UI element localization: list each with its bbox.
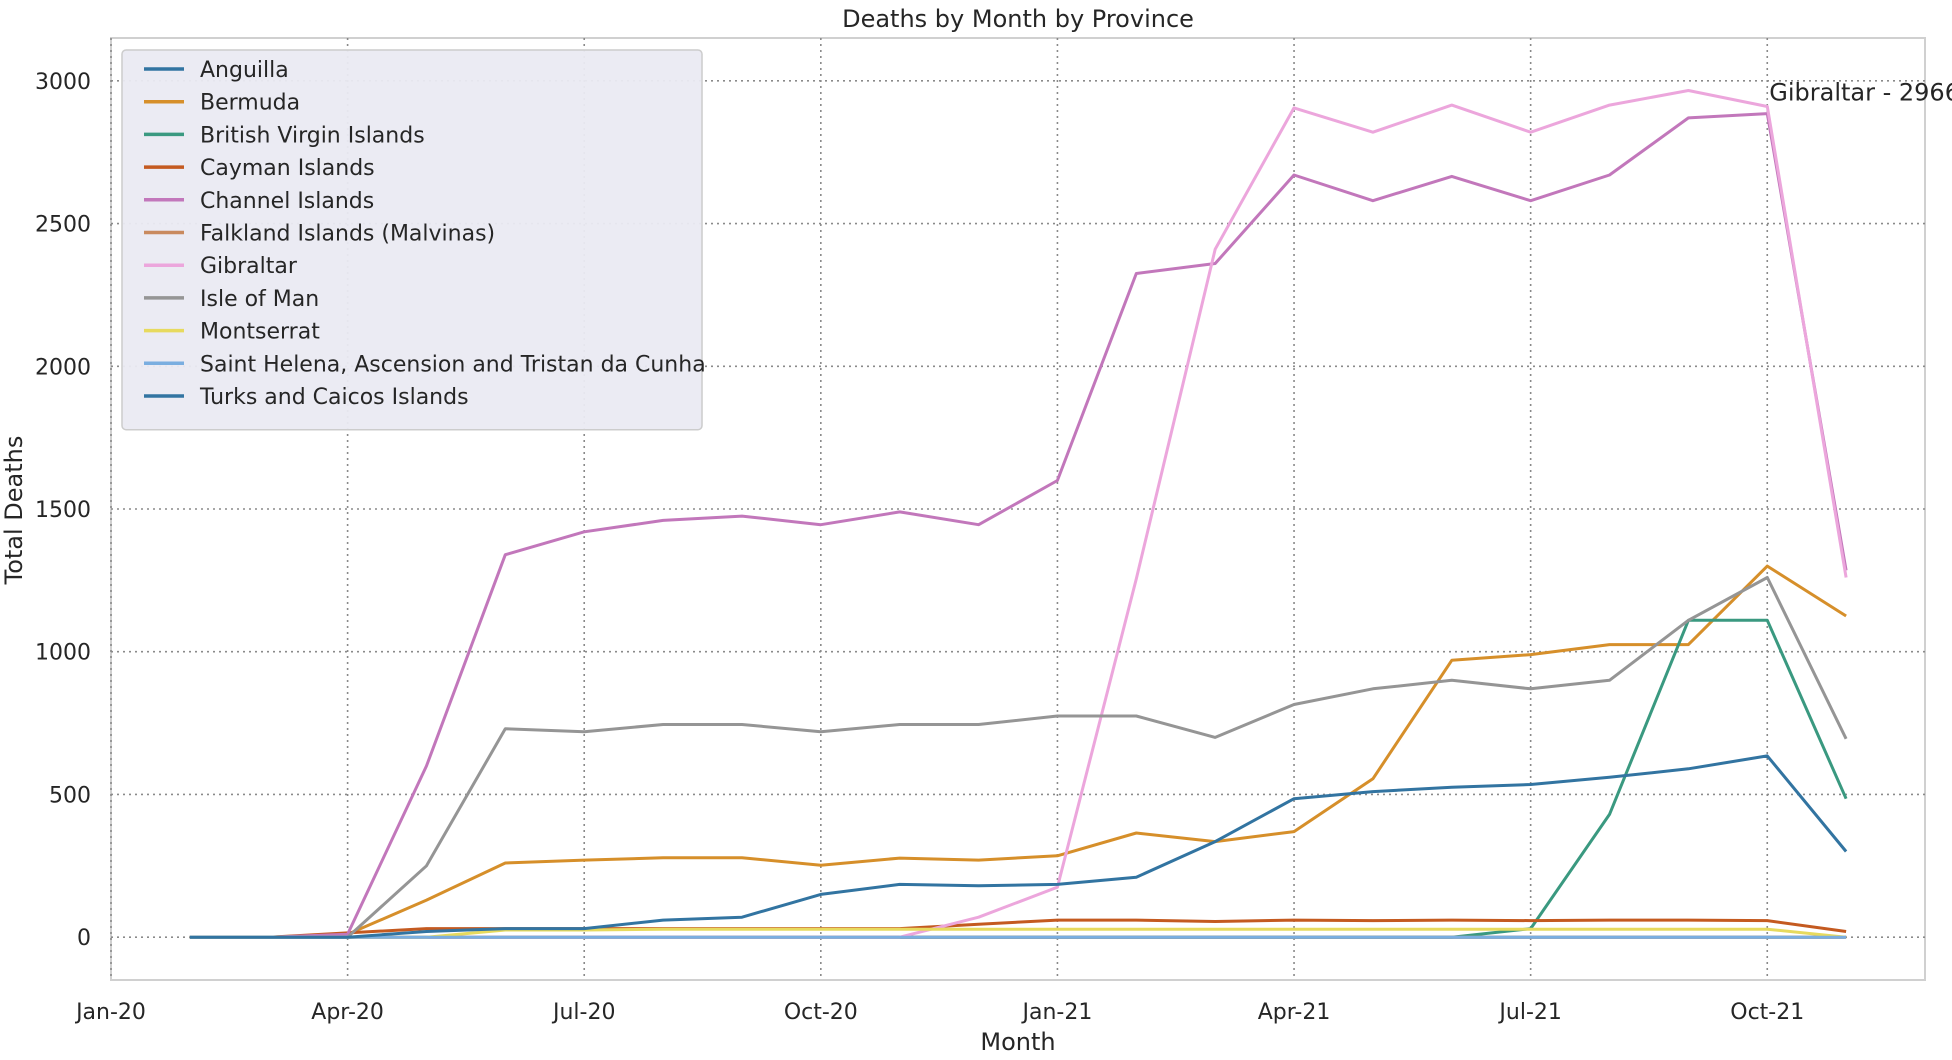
- series-line: [189, 927, 1847, 939]
- chart-title: Deaths by Month by Province: [842, 5, 1194, 33]
- x-tick-label: Jan-20: [74, 1000, 146, 1025]
- y-tick-label: 2000: [35, 355, 91, 380]
- legend-label: Montserrat: [200, 320, 320, 345]
- legend-label: British Virgin Islands: [200, 123, 425, 148]
- x-tick-label: Jan-21: [1021, 1000, 1093, 1025]
- legend-box: [121, 49, 703, 431]
- legend-label: Gibraltar: [200, 254, 298, 279]
- series-line: [189, 564, 1847, 939]
- y-tick-label: 1000: [35, 641, 91, 666]
- y-tick-label: 0: [77, 926, 91, 951]
- x-tick-label: Apr-21: [1258, 1000, 1331, 1025]
- series-line: [189, 754, 1848, 939]
- y-tick-label: 1500: [35, 498, 91, 523]
- y-axis-label: Total Deaths: [0, 436, 28, 586]
- legend-label: Channel Islands: [200, 189, 374, 214]
- legend-label: Bermuda: [200, 91, 300, 116]
- x-axis-label: Month: [980, 1028, 1055, 1056]
- annotation-label: Gibraltar - 2966: [1769, 79, 1952, 107]
- axis-ticks: Jan-20 Apr-20 Jul-20 Oct-20 Jan-21 Apr-21 Jul-…: [35, 70, 1804, 1025]
- legend-label: Turks and Caicos Islands: [199, 385, 469, 410]
- legend: Anguilla Bermuda British Virgin Islands Cay…: [121, 49, 706, 431]
- x-tick-label: Apr-20: [311, 1000, 384, 1025]
- x-tick-label: Oct-21: [1730, 1000, 1804, 1025]
- y-tick-label: 3000: [35, 70, 91, 95]
- x-tick-label: Oct-20: [784, 1000, 858, 1025]
- series-lines: [189, 89, 1848, 939]
- x-tick-label: Jul-21: [1497, 1000, 1561, 1025]
- y-tick-label: 2500: [35, 213, 91, 238]
- annotations: Gibraltar - 2966: [1769, 79, 1952, 107]
- legend-label: Cayman Islands: [200, 156, 375, 181]
- series-line: [189, 576, 1848, 939]
- legend-label: Falkland Islands (Malvinas): [200, 222, 495, 247]
- legend-label: Saint Helena, Ascension and Tristan da C…: [200, 352, 706, 377]
- series-line: [189, 112, 1848, 939]
- legend-label: Anguilla: [200, 58, 289, 83]
- y-tick-label: 500: [49, 783, 91, 808]
- legend-label: Isle of Man: [200, 287, 319, 312]
- x-tick-label: Jul-20: [551, 1000, 615, 1025]
